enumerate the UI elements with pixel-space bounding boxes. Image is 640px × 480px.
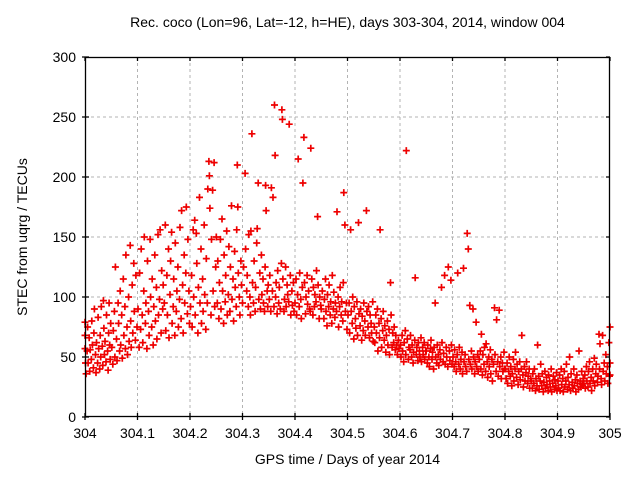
x-tick-label: 304.5 [330,425,365,441]
y-axis-label: STEC from uqrg / TECUs [14,158,30,316]
x-tick-label: 304.3 [225,425,260,441]
chart-title: Rec. coco (Lon=96, Lat=-12, h=HE), days … [130,14,565,30]
x-tick-label: 304 [73,425,97,441]
x-tick-label: 304.9 [540,425,575,441]
y-tick-label: 300 [53,49,77,65]
x-tick-label: 304.4 [277,425,312,441]
x-tick-label: 304.2 [172,425,207,441]
gridlines [85,57,610,417]
y-tick-label: 100 [53,289,77,305]
y-tick-label: 0 [68,409,76,425]
x-tick-label: 304.1 [120,425,155,441]
y-tick-label: 200 [53,169,77,185]
y-tick-label: 250 [53,109,77,125]
x-tick-label: 305 [598,425,622,441]
x-tick-label: 304.8 [487,425,522,441]
x-tick-label: 304.6 [382,425,417,441]
x-axis-label: GPS time / Days of year 2014 [254,451,441,467]
y-tick-label: 150 [53,229,77,245]
tick-marks [82,56,611,420]
x-tick-label: 304.7 [435,425,470,441]
y-tick-label: 50 [60,349,76,365]
